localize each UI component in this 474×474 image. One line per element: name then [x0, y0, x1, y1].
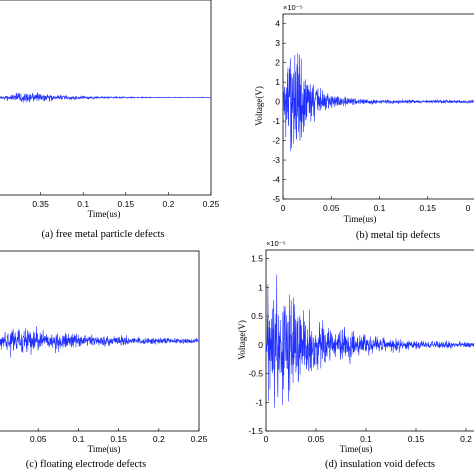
panel-b-y-tick-label: -3 — [272, 155, 280, 165]
panel-b-x-tick-label: 0 — [466, 203, 471, 213]
panel-a-signal-line — [0, 92, 212, 103]
panel-d-plot-frame — [265, 249, 474, 432]
panel-b-x-label: Time(us) — [344, 214, 377, 224]
panel-d-x-ticks: 0 0.05 0.1 0.15 0.2 — [264, 434, 473, 444]
panel-b-y-tick-label: 2 — [275, 58, 280, 68]
panel-a-x-tick-label: 0.1 — [77, 199, 89, 209]
panel-c-x-tick-label: 0.15 — [110, 434, 127, 444]
panel-a-grid-marks — [40, 192, 212, 195]
panel-d-x-tick-label: 0.2 — [460, 434, 472, 444]
panel-b-x-ticks: 0 0.05 0.1 0.15 0 — [281, 203, 471, 213]
panel-b-y-tick-label: 1 — [275, 77, 280, 87]
panel-b-x-tick-label: 0.05 — [323, 203, 340, 213]
panel-b-x-tick-label: 0.15 — [419, 203, 436, 213]
panel-d-y-tick-label: 1.5 — [251, 254, 263, 264]
panel-a-x-tick-label: 0.35 — [32, 199, 49, 209]
panel-b-y-tick-label: -1 — [272, 116, 280, 126]
panel-d-exponent: ×10⁻⁵ — [266, 239, 286, 248]
panel-b-y-tick-label: 0 — [275, 97, 280, 107]
panel-b-y-tick-label: -5 — [272, 194, 280, 204]
panel-d-x-label: Time(us) — [340, 444, 373, 454]
panel-a-x-tick-label: 0.25 — [203, 199, 220, 209]
panel-c-x-tick-label: 0.25 — [191, 434, 208, 444]
panel-d-y-tick-label: 1 — [258, 282, 263, 292]
panel-d-y-tick-label: 0.5 — [251, 311, 263, 321]
panel-a: 0.35 0.1 0.15 0.2 0.25 Time(us) (a) free met… — [0, 0, 220, 240]
panel-d-y-ticks: 1.5 1 0.5 0 -0.5 -1 -1.5 — [248, 254, 263, 436]
panel-b-x-tick-label: 0.1 — [374, 203, 386, 213]
panel-c-signal-line — [0, 326, 200, 358]
panel-b-y-tick-label: -2 — [272, 136, 280, 146]
panel-b-signal-line — [282, 53, 474, 152]
panel-d-y-label: Voltage(V) — [237, 320, 247, 360]
panel-c-x-ticks: 0.05 0.1 0.15 0.2 0.25 — [30, 434, 208, 444]
panel-d-y-tick-label: -0.5 — [248, 369, 263, 379]
panel-c-x-tick-label: 0.05 — [30, 434, 47, 444]
panel-d: ×10⁻⁵ 1.5 1 0.5 0 -0.5 -1 -1.5 0 0.05 0.1 0.15 0.2… — [237, 239, 474, 470]
panel-d-x-tick-label: 0.05 — [308, 434, 325, 444]
panel-b-caption: (b) metal tip defects — [356, 230, 440, 241]
panel-a-x-tick-label: 0.2 — [162, 199, 174, 209]
panel-d-signal-line — [265, 274, 474, 408]
panel-d-x-tick-label: 0.1 — [360, 434, 372, 444]
panel-d-x-tick-label: 0 — [264, 434, 269, 444]
panel-b-y-tick-label: 4 — [275, 19, 280, 29]
panel-a-caption: (a) free metal particle defects — [41, 229, 164, 240]
panel-c-x-tick-label: 0.1 — [72, 434, 84, 444]
panel-a-x-ticks: 0.35 0.1 0.15 0.2 0.25 — [32, 199, 219, 209]
panel-a-plot-frame — [0, 0, 212, 196]
panel-b-x-tick-label: 0 — [281, 203, 286, 213]
panel-d-y-tick-label: -1 — [255, 397, 263, 407]
panel-b-exponent: ×10⁻⁵ — [283, 3, 303, 12]
panel-b-y-tick-label: 3 — [275, 38, 280, 48]
panel-d-y-tick-label: 0 — [258, 340, 263, 350]
panel-b: ×10⁻⁵ 4 3 2 1 0 -1 -2 -3 -4 -5 0 0.05 0.1 0.15 0 Volt… — [254, 3, 474, 241]
panel-c-x-label: Time(us) — [88, 444, 121, 454]
panel-d-y-tick-label: -1.5 — [248, 426, 263, 436]
panel-a-x-label: Time(us) — [88, 209, 121, 219]
panel-c-x-tick-label: 0.2 — [153, 434, 165, 444]
panel-b-y-tick-label: -4 — [272, 175, 280, 185]
panel-d-caption: (d) insulation void defects — [325, 459, 435, 470]
panel-c: 0.05 0.1 0.15 0.2 0.25 Time(us) (c) floating… — [0, 250, 208, 470]
panel-b-y-ticks: 4 3 2 1 0 -1 -2 -3 -4 -5 — [272, 19, 280, 204]
panel-d-x-tick-label: 0.15 — [408, 434, 425, 444]
panel-c-caption: (c) floating electrode defects — [26, 459, 146, 470]
panel-a-x-tick-label: 0.15 — [118, 199, 135, 209]
panel-c-grid-marks — [37, 428, 200, 431]
panel-b-y-label: Voltage(V) — [254, 86, 264, 126]
